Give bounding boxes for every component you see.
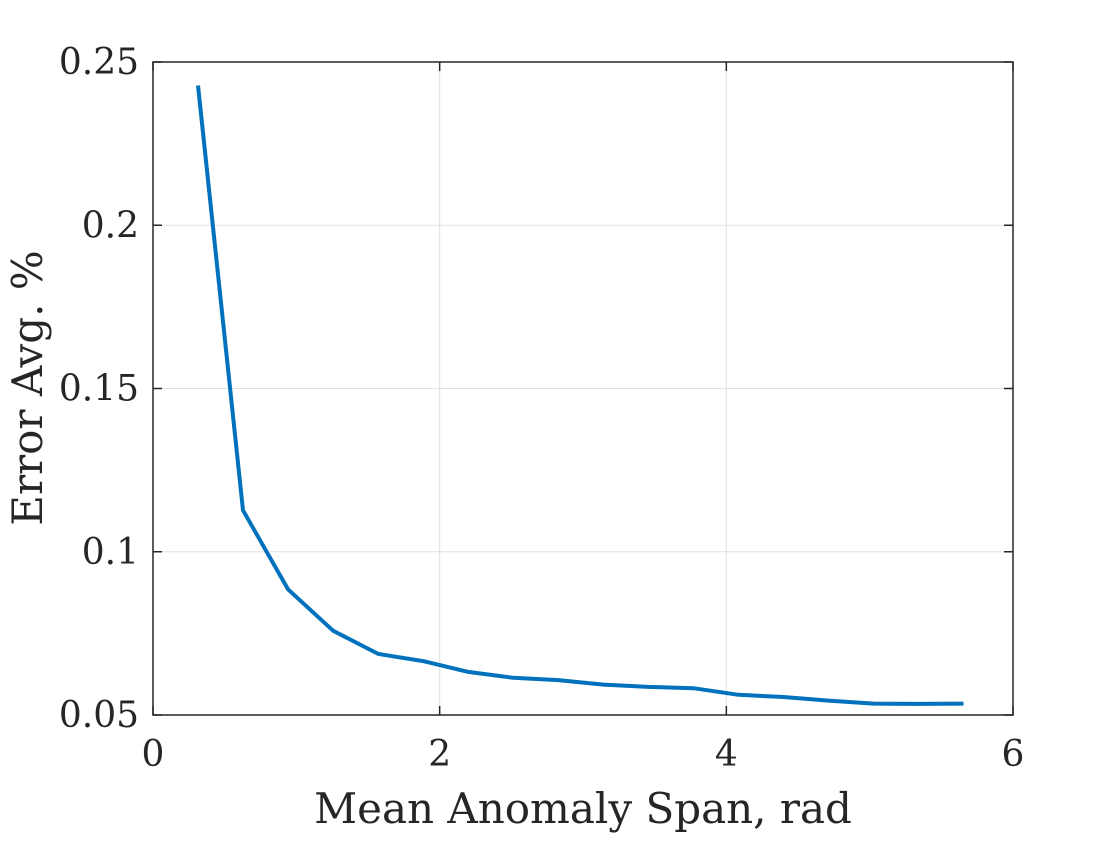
series-layer bbox=[196, 85, 964, 706]
y-tick-label: 0.05 bbox=[59, 695, 139, 736]
y-tick-label: 0.25 bbox=[59, 42, 139, 83]
x-tick-label: 2 bbox=[428, 734, 451, 775]
x-axis-title: Mean Anomaly Span, rad bbox=[314, 784, 852, 833]
x-tick-label: 4 bbox=[715, 734, 738, 775]
x-tick-labels: 0 2 4 6 bbox=[142, 734, 1025, 775]
y-tick-label: 0.2 bbox=[82, 205, 139, 246]
x-tick-label: 0 bbox=[142, 734, 165, 775]
y-tick-label: 0.15 bbox=[59, 369, 139, 410]
grid-lines bbox=[153, 62, 1013, 715]
y-tick-labels: 0.05 0.1 0.15 0.2 0.25 bbox=[59, 42, 139, 736]
series-line bbox=[196, 85, 964, 706]
y-axis-title: Error Avg. % bbox=[3, 250, 52, 525]
tick-marks bbox=[152, 61, 1014, 716]
x-tick-label: 6 bbox=[1002, 734, 1025, 775]
y-tick-label: 0.1 bbox=[82, 532, 139, 573]
